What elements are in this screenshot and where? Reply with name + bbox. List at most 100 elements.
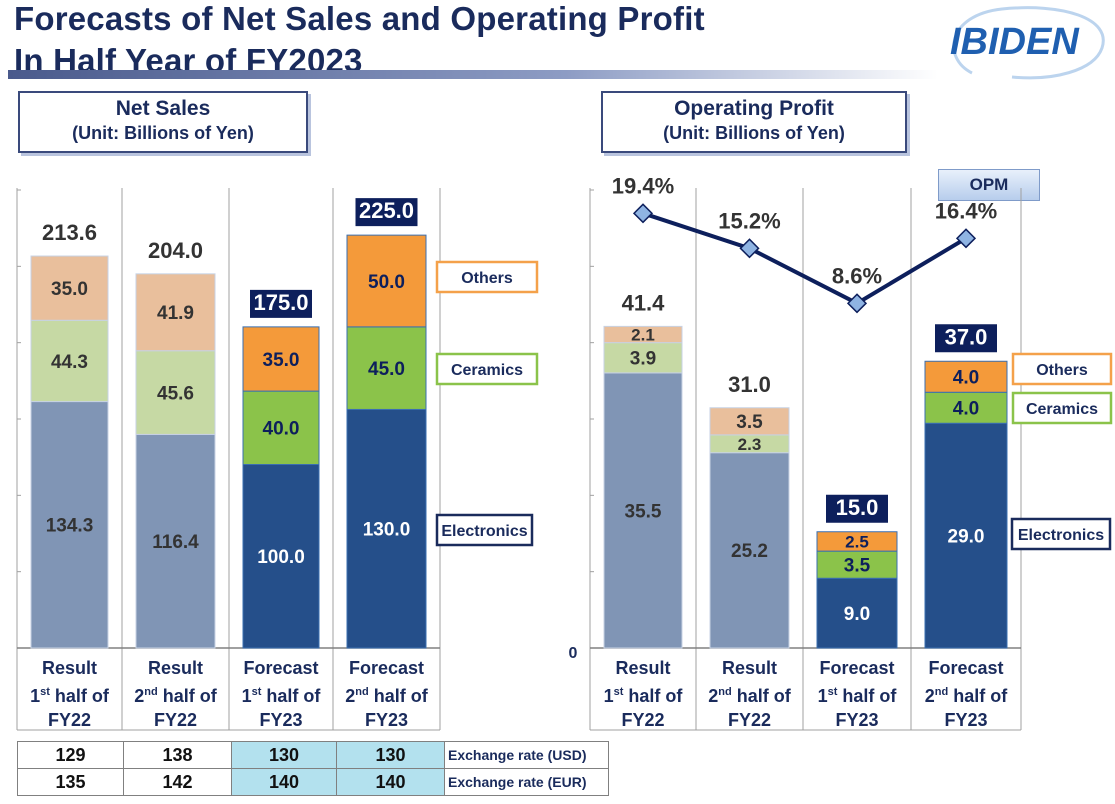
opm-label-3: 16.4% — [935, 198, 997, 223]
net-sales-bar-ceramics-3 — [346, 326, 427, 410]
operating-profit-bar-label-ceramics-0: 3.9 — [630, 349, 656, 370]
category-label-line3: FY22 — [153, 710, 198, 730]
net-sales-bar-label-electronics-3: 130.0 — [363, 520, 411, 541]
net-sales-heading-unit: (Unit: Billions of Yen) — [72, 123, 254, 143]
category-label-line1: Result — [41, 658, 97, 678]
operating-profit-total-box-3 — [935, 324, 997, 353]
net-sales-total-label-0: 213.6 — [42, 220, 97, 245]
net-sales-bar-others-0 — [30, 255, 109, 321]
net-sales-category-label-2: Forecast 1st half of FY23 — [229, 656, 333, 732]
category-label-line2: 1st half of — [30, 686, 109, 706]
category-label-line3: FY22 — [47, 710, 92, 730]
operating-profit-category-label-0: Result 1st half of FY22 — [590, 656, 696, 732]
operating-profit-legend-electronics-label: Electronics — [1018, 527, 1104, 544]
opm-marker-2 — [846, 293, 868, 314]
net-sales-bar-label-ceramics-2: 40.0 — [263, 419, 300, 440]
operating-profit-category-label-3: Forecast 2nd half of FY23 — [911, 656, 1021, 732]
net-sales-bar-label-electronics-0: 134.3 — [46, 516, 94, 537]
category-label-line1: Result — [615, 658, 671, 678]
logo-text: IBIDEN — [950, 21, 1079, 63]
net-sales-total-box-2 — [250, 289, 312, 318]
exchange-rate-cell: 130 — [336, 741, 445, 769]
operating-profit-bar-others-1 — [709, 407, 790, 436]
exchange-rate-cell: 138 — [123, 741, 232, 769]
operating-profit-heading: Operating Profit (Unit: Billions of Yen) — [601, 91, 907, 153]
operating-profit-bar-label-ceramics-3: 4.0 — [953, 399, 979, 420]
net-sales-legend-electronics-box — [435, 513, 534, 547]
operating-profit-bar-others-0 — [603, 325, 683, 344]
opm-marker-0 — [632, 203, 654, 224]
operating-profit-legend-electronics-box — [1010, 517, 1112, 551]
operating-profit-bar-label-electronics-2: 9.0 — [844, 604, 870, 625]
net-sales-legend-others-box — [435, 260, 539, 294]
operating-profit-bar-others-2 — [816, 531, 898, 552]
opm-label-2: 8.6% — [832, 263, 882, 288]
operating-profit-bar-ceramics-3 — [924, 391, 1008, 424]
net-sales-bar-ceramics-0 — [30, 319, 109, 403]
category-label-line2: 2nd half of — [924, 686, 1008, 706]
operating-profit-legend-ceramics-label: Ceramics — [1026, 401, 1098, 418]
operating-profit-bar-label-ceramics-1: 2.3 — [738, 435, 762, 454]
exchange-rate-cell: 142 — [123, 768, 232, 796]
net-sales-legend-ceramics-box — [435, 352, 539, 386]
net-sales-category-label-3: Forecast 2nd half of FY23 — [333, 656, 440, 732]
net-sales-bar-label-ceramics-3: 45.0 — [368, 359, 405, 380]
operating-profit-total-label-2: 15.0 — [836, 495, 879, 520]
category-label-line1: Forecast — [928, 658, 1004, 678]
operating-profit-total-label-3: 37.0 — [945, 324, 988, 349]
net-sales-category-label-1: Result 2nd half of FY22 — [122, 656, 229, 732]
exchange-rate-cell: 129 — [17, 741, 124, 769]
net-sales-total-label-3: 225.0 — [359, 198, 414, 223]
category-label-line3: FY23 — [944, 710, 988, 730]
net-sales-bar-others-1 — [135, 273, 216, 352]
operating-profit-zero-label: 0 — [569, 645, 578, 662]
net-sales-bar-label-others-1: 41.9 — [157, 303, 194, 324]
net-sales-bar-others-3 — [346, 234, 427, 328]
net-sales-total-label-2: 175.0 — [253, 290, 308, 315]
category-label-line1: Forecast — [243, 658, 319, 678]
category-label-line1: Result — [147, 658, 203, 678]
net-sales-legend-electronics-label: Electronics — [441, 523, 527, 540]
operating-profit-bar-label-electronics-0: 35.5 — [625, 501, 662, 522]
exchange-rate-label: Exchange rate (USD) — [444, 741, 609, 769]
net-sales-total-label-1: 204.0 — [148, 238, 203, 263]
net-sales-bar-electronics-2 — [242, 464, 320, 649]
net-sales-bar-others-2 — [242, 326, 320, 392]
category-label-line3: FY23 — [835, 710, 879, 730]
operating-profit-total-box-2 — [826, 494, 888, 523]
net-sales-legend-ceramics-label: Ceramics — [451, 362, 523, 379]
operating-profit-heading-title: Operating Profit — [674, 97, 834, 120]
page-title-line-1: Forecasts of Net Sales and Operating Pro… — [14, 0, 705, 37]
opm-marker-1 — [739, 238, 760, 259]
operating-profit-category-label-2: Forecast 1st half of FY23 — [803, 656, 911, 732]
opm-line — [642, 211, 968, 306]
net-sales-bar-label-others-0: 35.0 — [51, 279, 88, 300]
operating-profit-bar-label-others-2: 2.5 — [845, 533, 869, 552]
net-sales-bar-ceramics-2 — [242, 390, 320, 466]
category-label-line3: FY22 — [621, 710, 665, 730]
operating-profit-bar-label-others-3: 4.0 — [953, 368, 979, 389]
opm-legend-box: OPM — [938, 169, 1040, 201]
exchange-rate-row: 129 138 130 130 Exchange rate (USD) — [17, 741, 609, 769]
category-label-line2: 2nd half of — [134, 686, 217, 706]
net-sales-heading-title: Net Sales — [115, 97, 211, 120]
exchange-rate-cell: 140 — [231, 768, 337, 796]
operating-profit-bar-label-ceramics-2: 3.5 — [844, 556, 871, 577]
net-sales-heading: Net Sales (Unit: Billions of Yen) — [18, 91, 308, 153]
operating-profit-bar-label-others-0: 2.1 — [631, 326, 655, 345]
category-label-line3: FY23 — [364, 710, 409, 730]
operating-profit-bar-label-electronics-3: 29.0 — [948, 526, 985, 547]
category-label-line3: FY22 — [727, 710, 772, 730]
opm-marker-3 — [955, 228, 977, 249]
category-label-line2: 1st half of — [817, 686, 897, 706]
exchange-rate-table: 129 138 130 130 Exchange rate (USD) 135 142 140… — [17, 741, 609, 796]
net-sales-total-box-3 — [355, 198, 418, 227]
exchange-rate-row: 135 142 140 140 Exchange rate (EUR) — [17, 768, 609, 796]
net-sales-bar-ceramics-1 — [135, 350, 216, 435]
operating-profit-bar-label-electronics-1: 25.2 — [731, 541, 768, 562]
exchange-rate-cell: 130 — [231, 741, 337, 769]
net-sales-bar-label-ceramics-1: 45.6 — [157, 383, 194, 404]
operating-profit-category-label-1: Result 2nd half of FY22 — [696, 656, 803, 732]
net-sales-bar-label-electronics-2: 100.0 — [257, 547, 305, 568]
